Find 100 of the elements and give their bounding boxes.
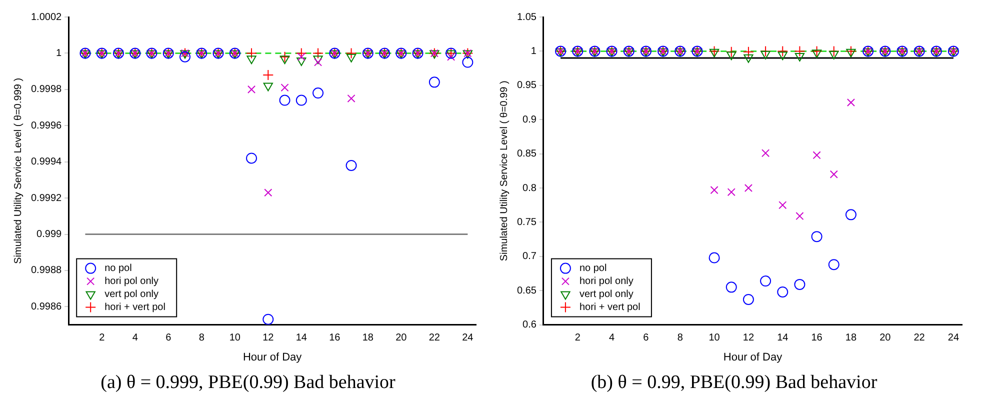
x-tick-label: 20	[880, 332, 892, 344]
x-axis-title: Hour of Day	[242, 351, 302, 364]
point	[777, 46, 788, 57]
point	[726, 282, 737, 293]
point	[742, 294, 754, 305]
point	[778, 52, 788, 60]
y-tick-label: 1.0002	[30, 12, 62, 23]
x-tick-label: 4	[132, 332, 138, 344]
legend-label: no pol	[104, 263, 132, 274]
y-tick-label: 0.65	[516, 285, 537, 296]
y-tick-label: 0.75	[516, 216, 537, 228]
y-tick-label: 0.9988	[30, 265, 62, 276]
point	[811, 46, 822, 57]
x-tick-label: 2	[574, 332, 581, 344]
point	[828, 259, 840, 270]
x-tick-label: 16	[329, 332, 341, 344]
point	[845, 46, 856, 57]
x-tick-label: 24	[462, 332, 474, 344]
x-tick-label: 20	[396, 332, 408, 344]
legend-label: hori + vert pol	[104, 302, 166, 314]
point	[846, 48, 856, 58]
point	[263, 82, 273, 92]
point	[796, 212, 804, 220]
point	[279, 94, 290, 106]
y-tick-label: 0.9996	[30, 120, 62, 132]
y-tick-label: 0.8	[522, 182, 537, 194]
point	[312, 88, 324, 99]
point	[312, 48, 324, 59]
point	[744, 54, 754, 63]
point	[708, 46, 720, 57]
point	[262, 314, 274, 325]
y-axis-title: Simulated Utility Service Level ( θ=0.999 )	[12, 78, 24, 264]
point	[247, 85, 256, 94]
x-tick-label: 14	[296, 332, 308, 344]
point	[246, 152, 258, 164]
point	[296, 94, 307, 106]
x-tick-label: 2	[99, 332, 106, 344]
legend-label: vert pol only	[104, 289, 159, 300]
x-tick-label: 22	[428, 332, 440, 344]
y-tick-label: 1	[56, 48, 62, 59]
point	[347, 94, 356, 103]
x-axis-title: Hour of Day	[723, 351, 783, 364]
y-tick-label: 0.9998	[30, 84, 62, 96]
point	[760, 276, 772, 287]
point	[428, 76, 440, 88]
point	[794, 278, 806, 290]
legend-label: hori pol only	[579, 276, 634, 288]
point	[280, 84, 289, 92]
y-tick-label: 0.9992	[30, 192, 62, 204]
point	[710, 186, 718, 194]
point	[280, 56, 290, 64]
y-tick-label: 0.9	[522, 114, 537, 126]
point	[708, 252, 720, 264]
point	[727, 188, 736, 196]
y-tick-label: 0.999	[36, 229, 62, 240]
x-tick-label: 14	[777, 332, 789, 344]
y-axis-title: Simulated Utility Service Level ( θ=0.99 )	[498, 80, 510, 262]
x-tick-label: 18	[362, 332, 374, 344]
point	[179, 51, 190, 62]
legend-label: hori pol only	[104, 276, 159, 288]
point	[262, 69, 274, 80]
point	[829, 50, 839, 60]
point	[828, 46, 840, 57]
point	[313, 56, 323, 64]
point	[246, 56, 256, 64]
x-tick-label: 24	[948, 332, 960, 344]
y-tick-label: 0.6	[522, 320, 537, 331]
point	[279, 51, 290, 62]
legend-label: hori + vert pol	[579, 302, 640, 314]
point	[742, 46, 754, 58]
y-tick-label: 0.9994	[30, 156, 62, 168]
x-tick-label: 6	[166, 332, 172, 344]
point	[346, 54, 356, 62]
point	[744, 184, 752, 192]
point	[447, 52, 456, 61]
point	[760, 50, 770, 60]
point	[811, 231, 822, 242]
point	[845, 209, 856, 220]
x-tick-label: 18	[845, 332, 857, 344]
point	[446, 50, 456, 59]
text: (a) θ = 0.999, PBE(0.99) Bad behavior	[100, 372, 396, 394]
y-tick-label: 1.05	[516, 12, 537, 23]
point	[812, 50, 822, 58]
point	[296, 57, 306, 66]
x-tick-label: 8	[198, 332, 205, 344]
point	[830, 170, 838, 178]
y-tick-label: 1	[530, 46, 537, 57]
x-tick-label: 6	[643, 332, 650, 344]
y-tick-label: 0.85	[516, 148, 537, 160]
point	[794, 46, 806, 57]
point	[246, 48, 258, 59]
point	[297, 52, 306, 61]
x-tick-label: 10	[229, 332, 241, 344]
point	[264, 188, 272, 197]
point	[462, 56, 474, 68]
x-tick-label: 16	[811, 332, 823, 344]
text: (b) θ = 0.99, PBE(0.99) Bad behavior	[590, 372, 878, 394]
x-tick-label: 22	[914, 332, 926, 344]
point	[346, 160, 357, 171]
point	[709, 48, 720, 58]
